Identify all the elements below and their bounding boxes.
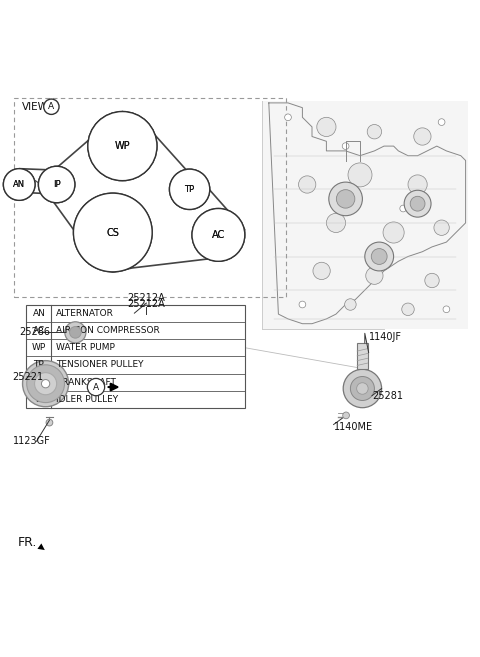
Text: 1123GF: 1123GF [13, 436, 51, 446]
Text: 1140JF: 1140JF [369, 332, 402, 342]
Text: 25212A: 25212A [128, 298, 165, 309]
Text: TENSIONER PULLEY: TENSIONER PULLEY [56, 361, 144, 369]
Circle shape [438, 119, 445, 125]
FancyBboxPatch shape [357, 343, 368, 369]
Text: A: A [48, 102, 54, 111]
Text: 25221: 25221 [12, 371, 43, 382]
Circle shape [326, 214, 346, 233]
Circle shape [73, 193, 152, 272]
Circle shape [383, 222, 404, 243]
Circle shape [38, 166, 75, 203]
FancyBboxPatch shape [26, 304, 245, 408]
Circle shape [192, 208, 245, 261]
Text: VIEW: VIEW [22, 102, 48, 112]
Circle shape [70, 327, 81, 338]
Circle shape [169, 169, 210, 210]
Text: IP: IP [53, 180, 60, 189]
Circle shape [348, 163, 372, 187]
Circle shape [87, 378, 105, 396]
Circle shape [329, 182, 362, 215]
Circle shape [35, 373, 57, 395]
Circle shape [38, 166, 75, 203]
Text: TP: TP [184, 185, 195, 194]
Circle shape [41, 380, 50, 388]
Circle shape [88, 112, 157, 181]
Text: AN: AN [13, 180, 25, 189]
Text: FR.: FR. [18, 535, 37, 549]
Circle shape [343, 369, 382, 408]
Circle shape [27, 365, 64, 403]
Text: AIR CON COMPRESSOR: AIR CON COMPRESSOR [56, 326, 160, 335]
Text: CS: CS [107, 227, 119, 237]
Circle shape [414, 128, 431, 145]
Circle shape [313, 262, 330, 279]
Text: WP: WP [115, 141, 130, 151]
Circle shape [350, 376, 374, 401]
Circle shape [88, 112, 157, 181]
Text: AN: AN [33, 309, 45, 317]
Circle shape [299, 176, 316, 193]
Circle shape [408, 175, 427, 194]
Text: AN: AN [13, 180, 25, 189]
Text: 25281: 25281 [372, 391, 403, 401]
Circle shape [404, 191, 431, 217]
Circle shape [402, 303, 414, 315]
Text: IP: IP [53, 180, 60, 189]
Circle shape [299, 301, 306, 308]
Text: IDLER PULLEY: IDLER PULLEY [56, 395, 118, 404]
Circle shape [434, 220, 449, 235]
Circle shape [342, 143, 349, 149]
Circle shape [192, 208, 245, 261]
Text: AC: AC [212, 230, 225, 240]
Circle shape [23, 361, 69, 407]
Circle shape [46, 419, 53, 426]
FancyBboxPatch shape [262, 101, 468, 328]
Text: TP: TP [184, 185, 195, 194]
Circle shape [357, 383, 368, 394]
Text: CS: CS [107, 227, 119, 237]
Text: WP: WP [115, 141, 130, 151]
Text: 25286: 25286 [19, 327, 50, 337]
Circle shape [285, 114, 291, 121]
Circle shape [410, 196, 425, 211]
Circle shape [367, 124, 382, 139]
Text: CRANKSHAFT: CRANKSHAFT [56, 378, 116, 387]
Circle shape [65, 322, 86, 343]
Text: 1140ME: 1140ME [334, 422, 373, 432]
Text: TP: TP [34, 361, 44, 369]
Text: WATER PUMP: WATER PUMP [56, 343, 115, 352]
Circle shape [73, 193, 152, 272]
Circle shape [336, 190, 355, 208]
Circle shape [400, 205, 407, 212]
Circle shape [169, 169, 210, 210]
Circle shape [345, 299, 356, 310]
Circle shape [317, 118, 336, 137]
Circle shape [443, 306, 450, 313]
Circle shape [3, 169, 35, 200]
Text: AC: AC [212, 230, 225, 240]
Circle shape [44, 99, 59, 114]
Text: ALTERNATOR: ALTERNATOR [56, 309, 114, 317]
Circle shape [372, 248, 387, 264]
Circle shape [365, 242, 394, 271]
Circle shape [3, 169, 35, 200]
Text: A: A [93, 382, 99, 392]
Text: AC: AC [33, 326, 45, 335]
Text: 25212A: 25212A [128, 293, 165, 303]
Circle shape [343, 412, 349, 419]
Circle shape [425, 273, 439, 288]
Circle shape [366, 267, 383, 284]
Text: IP: IP [35, 395, 43, 404]
Text: WP: WP [32, 343, 46, 352]
Text: CS: CS [33, 378, 45, 387]
